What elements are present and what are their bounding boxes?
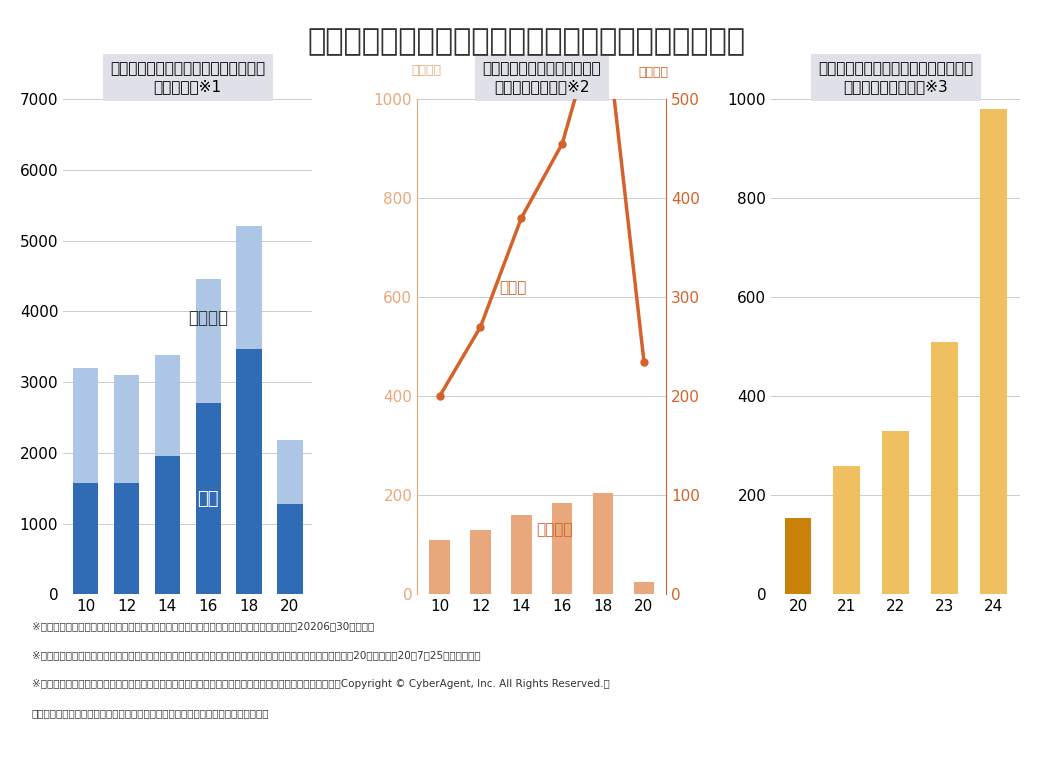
Bar	[196, 403, 221, 594]
Bar	[833, 466, 861, 594]
Text: 音楽: 音楽	[198, 490, 219, 507]
Text: 資料：ぴあ総研プレスリリース、サイバーエージェントプレスリリース資料より作成: 資料：ぴあ総研プレスリリース、サイバーエージェントプレスリリース資料より作成	[32, 708, 269, 718]
Bar	[511, 515, 531, 594]
Bar	[633, 582, 654, 594]
Text: （万人）: （万人）	[639, 66, 668, 79]
Bar	[196, 280, 221, 403]
Bar	[593, 493, 613, 594]
Title: ライブ・エンタテインメント市場規模
（億円）　※1: ライブ・エンタテインメント市場規模 （億円） ※1	[110, 61, 265, 94]
Text: ステージ: ステージ	[188, 309, 228, 328]
Title: 音楽フェス市場規模・動員数
（億円、万人）　※2: 音楽フェス市場規模・動員数 （億円、万人） ※2	[483, 61, 601, 94]
Bar	[73, 368, 98, 483]
Text: ※３：アーティストが音楽ライブや演劇などを主にステージ上で演じライブ配信で提供されるコンテンツ。（Copyright © CyberAgent, Inc. Al: ※３：アーティストが音楽ライブや演劇などを主にステージ上で演じライブ配信で提供さ…	[32, 679, 609, 689]
Bar	[278, 440, 303, 504]
Bar	[470, 530, 490, 594]
Text: 市場規模: 市場規模	[535, 523, 572, 537]
Bar	[155, 456, 180, 594]
Bar	[278, 504, 303, 594]
Bar	[237, 226, 262, 349]
Bar	[980, 109, 1007, 594]
Title: デジタルライブエンターテインメント
市場規模（億円）　※3: デジタルライブエンターテインメント 市場規模（億円） ※3	[818, 61, 973, 94]
Bar	[883, 431, 909, 594]
Text: （億円）: （億円）	[411, 64, 441, 77]
Text: 動員数: 動員数	[500, 280, 527, 295]
Bar	[931, 342, 958, 594]
Bar	[237, 349, 262, 594]
Bar	[114, 375, 139, 483]
Text: ※１：音楽コンサートとステージでのパフォーマンスイベントのチケット推計販売の合計。（20206月30日公表）: ※１：音楽コンサートとステージでのパフォーマンスイベントのチケット推計販売の合計…	[32, 621, 373, 631]
Bar	[155, 355, 180, 456]
Bar	[114, 483, 139, 594]
Bar	[73, 483, 98, 594]
Bar	[552, 503, 572, 594]
Bar	[429, 539, 450, 594]
Text: ※２：チケット売上推計金額。フェス来場者が支出する交通・宿泊費・飲食費、会場設営等事業費は含まれない。20年の数値は20年7月25日時点の試算: ※２：チケット売上推計金額。フェス来場者が支出する交通・宿泊費・飲食費、会場設営…	[32, 650, 480, 660]
Text: 国内ライブ・エンタテイメント・音楽フェス市場規模: 国内ライブ・エンタテイメント・音楽フェス市場規模	[307, 27, 745, 56]
Bar	[785, 517, 811, 594]
